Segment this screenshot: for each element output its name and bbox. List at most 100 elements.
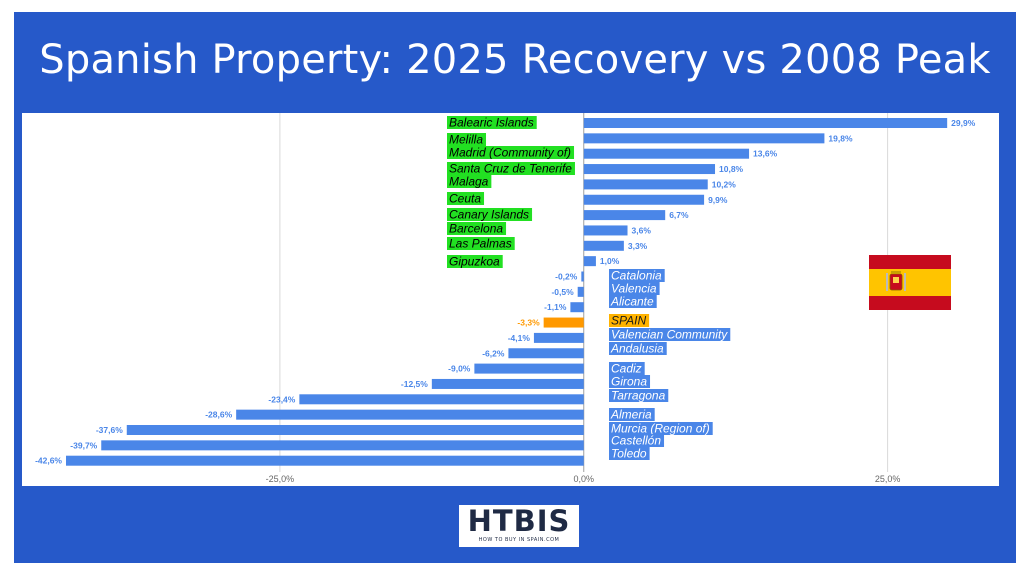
category-label-madrid-community-of: Madrid (Community of) <box>447 146 575 160</box>
value-label-cadiz: -9,0% <box>448 364 471 374</box>
category-label-barcelona: Barcelona <box>447 222 507 236</box>
category-label-balearic-islands: Balearic Islands <box>447 116 537 130</box>
svg-text:Balearic Islands: Balearic Islands <box>449 116 534 130</box>
svg-text:Castellón: Castellón <box>611 434 661 448</box>
svg-text:Malaga: Malaga <box>449 175 489 189</box>
value-label-malaga: 10,2% <box>712 179 737 189</box>
coat-of-arms-icon <box>886 271 906 291</box>
value-label-valencia: -0,5% <box>551 287 574 297</box>
bar-catalonia <box>581 271 584 282</box>
value-label-spain: -3,3% <box>517 318 540 328</box>
value-label-girona: -12,5% <box>401 379 428 389</box>
bar-malaga <box>583 179 708 190</box>
value-label-murcia-region-of: -37,6% <box>96 425 123 435</box>
flag-stripe-bottom <box>869 296 951 310</box>
category-label-canary-islands: Canary Islands <box>447 208 533 222</box>
category-label-cadiz: Cadiz <box>609 362 645 376</box>
category-label-gipuzkoa: Gipuzkoa <box>447 255 503 269</box>
flag-stripe-middle <box>869 269 951 296</box>
bar-gipuzkoa <box>583 256 596 267</box>
category-label-andalusia: Andalusia <box>609 342 667 356</box>
svg-text:Melilla: Melilla <box>449 133 483 147</box>
category-label-almeria: Almeria <box>609 408 655 422</box>
value-label-valencian-community: -4,1% <box>508 333 531 343</box>
spain-flag <box>869 255 951 310</box>
svg-text:Tarragona: Tarragona <box>611 389 666 403</box>
bar-valencian-community <box>533 332 584 343</box>
bar-valencia <box>577 286 584 297</box>
bar-andalusia <box>508 348 584 359</box>
value-label-castell-n: -39,7% <box>70 440 97 450</box>
category-label-tarragona: Tarragona <box>609 389 669 403</box>
value-label-barcelona: 3,6% <box>632 225 652 235</box>
x-tick-label: -25,0% <box>266 474 295 484</box>
bar-madrid-community-of <box>583 148 750 159</box>
svg-text:Toledo: Toledo <box>611 447 647 461</box>
bar-alicante <box>570 302 584 313</box>
category-label-toledo: Toledo <box>609 447 650 461</box>
logo-tagline: HOW TO BUY IN SPAIN.COM <box>478 537 560 543</box>
bar-murcia-region-of <box>126 425 584 435</box>
svg-text:Andalusia: Andalusia <box>610 342 664 356</box>
svg-text:Valencian Community: Valencian Community <box>611 328 728 342</box>
category-label-catalonia: Catalonia <box>609 269 665 283</box>
page-title: Spanish Property: 2025 Recovery vs 2008 … <box>39 37 991 83</box>
bar-cadiz <box>474 363 584 374</box>
bar-santa-cruz-de-tenerife <box>583 164 716 175</box>
value-label-catalonia: -0,2% <box>555 272 578 282</box>
value-label-canary-islands: 6,7% <box>669 210 689 220</box>
svg-text:Barcelona: Barcelona <box>449 222 503 236</box>
svg-text:Las Palmas: Las Palmas <box>449 237 512 251</box>
bar-almeria <box>236 409 584 420</box>
svg-text:Santa Cruz de Tenerife: Santa Cruz de Tenerife <box>449 162 572 176</box>
bar-barcelona <box>583 225 628 236</box>
value-label-las-palmas: 3,3% <box>628 241 648 251</box>
bar-chart: 29,9% 19,8% 13,6% 10,8% 10,2% 9,9% 6,7% 3,6% 3,3… <box>22 113 999 486</box>
value-label-gipuzkoa: 1,0% <box>600 256 620 266</box>
svg-text:Almeria: Almeria <box>610 408 652 422</box>
category-label-malaga: Malaga <box>447 175 492 189</box>
category-label-alicante: Alicante <box>609 295 657 309</box>
svg-text:Cadiz: Cadiz <box>611 362 642 376</box>
value-label-andalusia: -6,2% <box>482 348 505 358</box>
bar-balearic-islands <box>583 118 948 128</box>
category-label-girona: Girona <box>609 375 651 389</box>
bars <box>66 118 948 466</box>
svg-text:Gipuzkoa: Gipuzkoa <box>449 255 500 269</box>
value-label-almeria: -28,6% <box>205 410 232 420</box>
category-label-ceuta: Ceuta <box>447 192 485 206</box>
category-label-valencia: Valencia <box>609 282 660 296</box>
svg-text:Catalonia: Catalonia <box>611 269 662 283</box>
svg-text:Valencia: Valencia <box>611 282 657 296</box>
x-tick-label: 25,0% <box>875 474 901 484</box>
value-labels: 29,9% 19,8% 13,6% 10,8% 10,2% 9,9% 6,7% 3,6% 3,3… <box>35 118 976 466</box>
flag-stripe-top <box>869 255 951 269</box>
category-label-santa-cruz-de-tenerife: Santa Cruz de Tenerife <box>447 162 575 176</box>
x-tick-label: 0,0% <box>574 474 595 484</box>
bar-toledo <box>66 455 584 466</box>
svg-text:SPAIN: SPAIN <box>611 314 646 328</box>
htbis-logo: HTBIS HOW TO BUY IN SPAIN.COM <box>459 505 579 547</box>
value-label-melilla: 19,8% <box>828 133 853 143</box>
bar-las-palmas <box>583 240 624 251</box>
bar-tarragona <box>299 394 584 405</box>
bar-girona <box>431 378 584 389</box>
svg-text:Ceuta: Ceuta <box>449 192 481 206</box>
category-label-valencian-community: Valencian Community <box>609 328 731 342</box>
svg-text:Murcia (Region of): Murcia (Region of) <box>611 422 710 436</box>
svg-text:Canary Islands: Canary Islands <box>449 208 529 222</box>
category-label-melilla: Melilla <box>447 133 487 147</box>
x-axis-ticks: -25,0% 0,0% 25,0% <box>266 474 901 484</box>
value-label-toledo: -42,6% <box>35 456 62 466</box>
value-label-madrid-community-of: 13,6% <box>753 149 778 159</box>
category-label-spain: SPAIN <box>609 314 650 328</box>
bar-ceuta <box>583 194 705 205</box>
bar-canary-islands <box>583 210 666 221</box>
category-label-las-palmas: Las Palmas <box>447 237 515 251</box>
value-label-santa-cruz-de-tenerife: 10,8% <box>719 164 744 174</box>
bar-melilla <box>583 133 825 144</box>
category-label-murcia-region-of: Murcia (Region of) <box>609 422 713 436</box>
value-label-tarragona: -23,4% <box>268 394 295 404</box>
svg-text:Alicante: Alicante <box>610 295 654 309</box>
